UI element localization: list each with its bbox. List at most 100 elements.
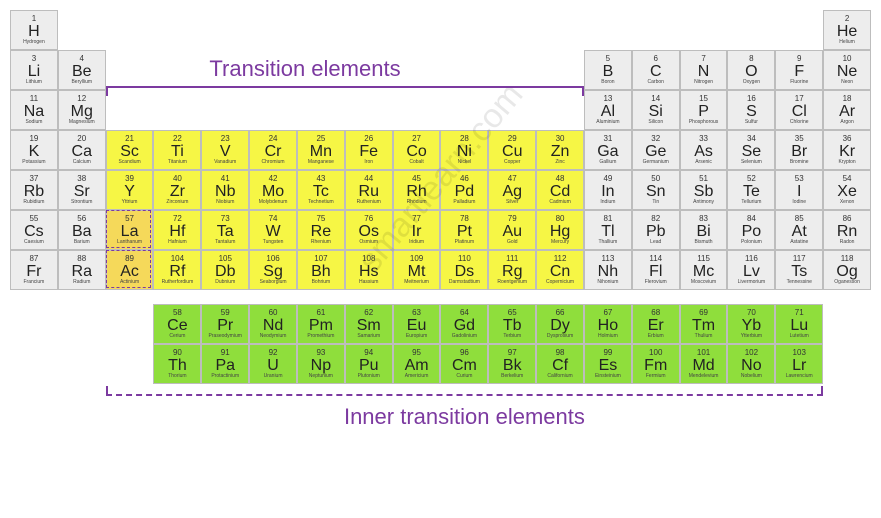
element-cell-In: 49InIndium — [584, 170, 632, 210]
fblock: 58CeCerium59PrPraseodymium60NdNeodymium6… — [10, 304, 871, 430]
element-name: Rhodium — [407, 200, 427, 205]
element-symbol: Yb — [742, 317, 762, 335]
element-name: Moscovium — [691, 280, 716, 285]
element-name: Ruthenium — [357, 200, 381, 205]
atomic-number: 59 — [221, 309, 230, 317]
element-symbol: In — [601, 183, 614, 201]
element-cell-Na: 11NaSodium — [10, 90, 58, 130]
element-cell-Mo: 42MoMolybdenum — [249, 170, 297, 210]
atomic-number: 58 — [173, 309, 182, 317]
atomic-number: 93 — [316, 349, 325, 357]
element-name: Terbium — [503, 334, 521, 339]
element-cell-Ta: 73TaTantalum — [201, 210, 249, 250]
atomic-number: 71 — [795, 309, 804, 317]
element-name: Meitnerium — [404, 280, 429, 285]
element-symbol: Pu — [359, 357, 379, 375]
element-name: Nickel — [458, 160, 472, 165]
element-symbol: Zr — [170, 183, 185, 201]
element-name: Arsenic — [695, 160, 712, 165]
element-symbol: Tc — [313, 183, 329, 201]
element-cell-Np: 93NpNeptunium — [297, 344, 345, 384]
element-name: Neon — [841, 80, 853, 85]
element-name: Americium — [405, 374, 429, 379]
atomic-number: 43 — [316, 175, 325, 183]
element-symbol: P — [698, 103, 709, 121]
element-symbol: Sc — [120, 143, 139, 161]
element-symbol: Sm — [357, 317, 381, 335]
element-symbol: Cn — [550, 263, 570, 281]
atomic-number: 11 — [30, 95, 38, 103]
element-symbol: Te — [743, 183, 760, 201]
element-symbol: Os — [359, 223, 379, 241]
element-symbol: Og — [836, 263, 857, 281]
element-name: Manganese — [308, 160, 334, 165]
element-cell-Pu: 94PuPlutonium — [345, 344, 393, 384]
element-symbol: Rh — [406, 183, 426, 201]
element-symbol: Sb — [694, 183, 714, 201]
element-cell-Sm: 62SmSamarium — [345, 304, 393, 344]
element-symbol: Ca — [72, 143, 92, 161]
atomic-number: 18 — [843, 95, 852, 103]
element-symbol: Fe — [359, 143, 378, 161]
element-cell-Ir: 77IrIridium — [393, 210, 441, 250]
element-name: Scandium — [118, 160, 140, 165]
element-symbol: Ga — [597, 143, 618, 161]
atomic-number: 48 — [556, 175, 565, 183]
element-name: Protactinium — [211, 374, 239, 379]
atomic-number: 21 — [125, 135, 134, 143]
atomic-number: 104 — [171, 255, 184, 263]
element-name: Fluorine — [790, 80, 808, 85]
element-symbol: Sn — [646, 183, 666, 201]
element-name: Curium — [456, 374, 472, 379]
element-symbol: Ni — [457, 143, 472, 161]
atomic-number: 107 — [314, 255, 327, 263]
element-cell-Cd: 48CdCadmium — [536, 170, 584, 210]
atomic-number: 57 — [125, 215, 134, 223]
element-cell-Pa: 91PaProtactinium — [201, 344, 249, 384]
element-cell-Ds: 110DsDarmstadtium — [440, 250, 488, 290]
element-symbol: Ru — [359, 183, 379, 201]
element-name: Beryllium — [71, 80, 92, 85]
element-symbol: Ge — [645, 143, 666, 161]
element-name: Copper — [504, 160, 520, 165]
element-cell-Bh: 107BhBohrium — [297, 250, 345, 290]
element-cell-Yb: 70YbYtterbium — [727, 304, 775, 344]
element-cell-Pm: 61PmPromethium — [297, 304, 345, 344]
atomic-number: 7 — [701, 55, 705, 63]
element-cell-Sn: 50SnTin — [632, 170, 680, 210]
atomic-number: 103 — [793, 349, 806, 357]
atomic-number: 98 — [556, 349, 565, 357]
atomic-number: 97 — [508, 349, 517, 357]
atomic-number: 13 — [603, 95, 612, 103]
element-name: Polonium — [741, 240, 762, 245]
element-symbol: Tm — [692, 317, 715, 335]
element-symbol: Eu — [407, 317, 427, 335]
element-name: Yttrium — [122, 200, 138, 205]
element-cell-Dy: 66DyDysprosium — [536, 304, 584, 344]
element-symbol: Cd — [550, 183, 570, 201]
atomic-number: 47 — [508, 175, 517, 183]
element-name: Bismuth — [695, 240, 713, 245]
element-symbol: Pb — [646, 223, 666, 241]
element-cell-Gd: 64GdGadolinium — [440, 304, 488, 344]
atomic-number: 34 — [747, 135, 756, 143]
element-cell-H: 1HHydrogen — [10, 10, 58, 50]
atomic-number: 41 — [221, 175, 230, 183]
element-cell-Lu: 71LuLutetium — [775, 304, 823, 344]
element-name: Erbium — [648, 334, 664, 339]
element-cell-Mt: 109MtMeitnerium — [393, 250, 441, 290]
atomic-number: 111 — [506, 255, 518, 263]
element-symbol: Ds — [455, 263, 475, 281]
element-cell-S: 16SSulfur — [727, 90, 775, 130]
element-name: Nitrogen — [694, 80, 713, 85]
element-name: Mendelevium — [689, 374, 719, 379]
element-symbol: Ho — [598, 317, 618, 335]
element-cell-N: 7NNitrogen — [680, 50, 728, 90]
element-symbol: Rn — [837, 223, 857, 241]
element-name: Sodium — [25, 120, 42, 125]
element-cell-Rn: 86RnRadon — [823, 210, 871, 250]
atomic-number: 46 — [460, 175, 469, 183]
element-cell-Ac: 89AcActinium — [106, 250, 154, 290]
element-name: Iodine — [792, 200, 806, 205]
atomic-number: 94 — [364, 349, 373, 357]
